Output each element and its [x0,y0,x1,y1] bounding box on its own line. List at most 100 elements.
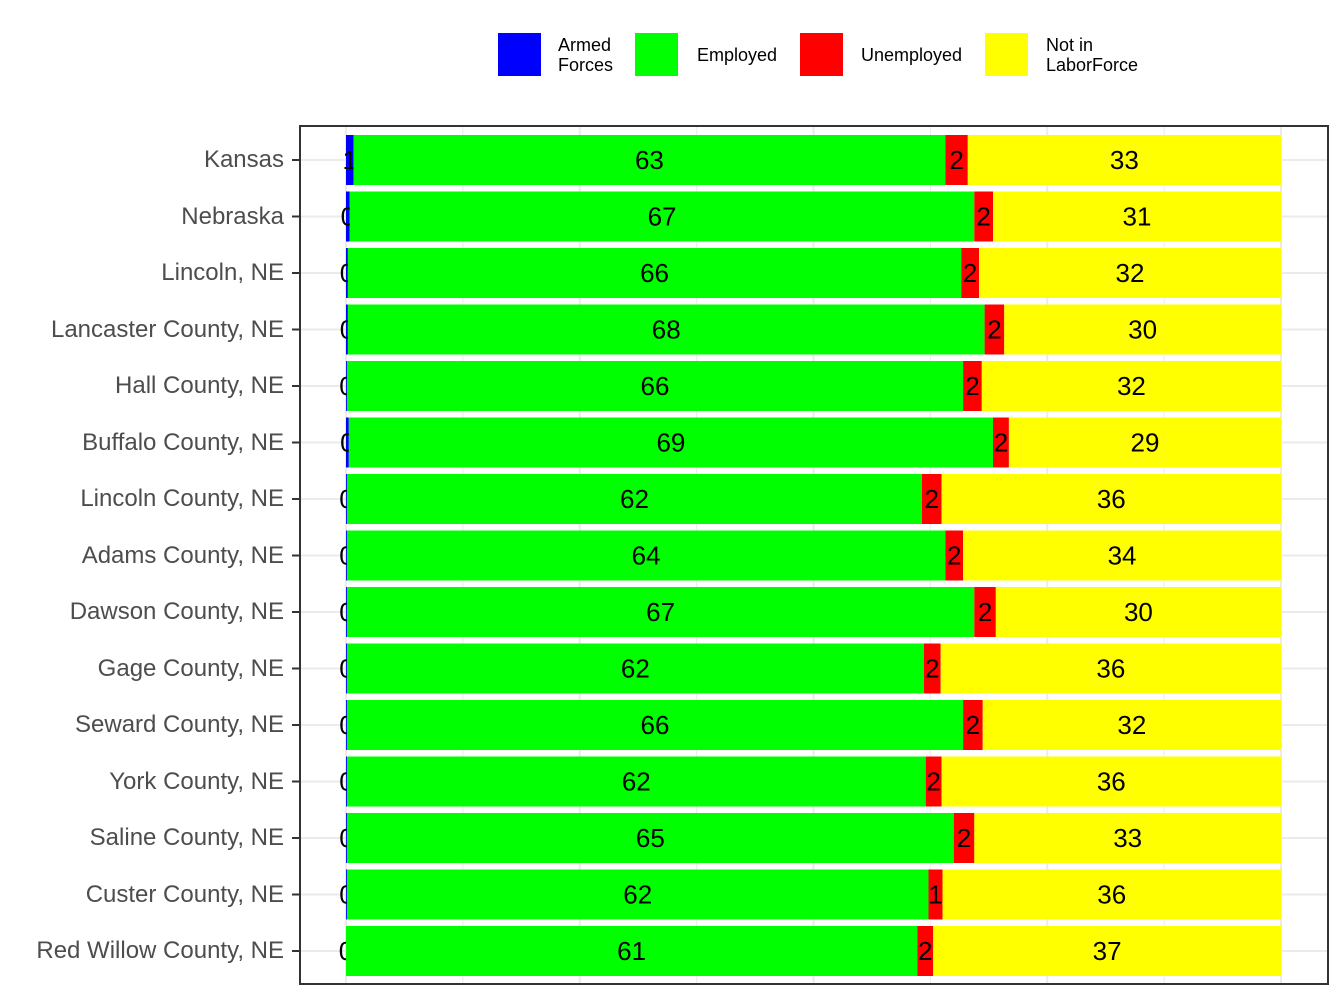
data-label: 2 [963,258,977,288]
bar-segment-unemployed [984,304,1005,355]
bar-segment-not-in-laborforce [967,135,1281,185]
legend-label-not-in-laborforce: Not in LaborForce [1046,35,1139,75]
data-label: 36 [1096,654,1125,684]
data-label: 2 [976,202,990,232]
data-label: 2 [926,767,940,797]
y-tick-label: Lancaster County, NE [50,315,284,343]
bar-segment-employed [346,474,922,524]
bar-segment-unemployed [963,361,982,411]
data-label: 2 [925,484,939,514]
bar-segment-armed-forces [346,587,347,637]
y-tick-label: Seward County, NE [75,711,284,738]
bar-segment-employed [346,643,924,694]
data-label: 62 [622,767,651,797]
data-label: 2 [957,823,971,853]
bar-segment-not-in-laborforce [978,248,1281,298]
bar-segment-employed [346,700,964,750]
y-tick-label: Red Willow County, NE [36,937,284,964]
data-label: 61 [617,936,646,966]
bar-segment-unemployed [953,813,975,863]
data-label: 2 [987,315,1001,345]
bar-segment-employed [347,304,985,355]
bar-segment-armed-forces [346,135,354,185]
bar-segment-not-in-laborforce [982,700,1281,750]
y-tick-label: Adams County, NE [81,541,284,569]
data-label: 2 [978,597,992,627]
data-label: 2 [947,541,961,571]
legend-label-unemployed: Unemployed [861,45,963,65]
bar-segment-unemployed [923,643,941,694]
data-label: 1 [343,145,357,175]
bar-segment-employed [348,417,994,468]
bar-segment-employed [353,135,946,185]
data-label: 37 [1093,936,1122,966]
data-label: 2 [994,428,1008,458]
data-label: 32 [1117,710,1146,740]
data-label: 65 [636,823,665,853]
bar-segment-armed-forces [346,417,349,468]
bar-segment-armed-forces [346,248,348,298]
bar-segment-armed-forces [346,474,347,524]
data-label: 62 [620,484,649,514]
data-label: 30 [1124,597,1153,627]
data-label: 2 [966,710,980,740]
bar-segment-not-in-laborforce [981,361,1281,411]
bar-segment-unemployed [963,700,983,750]
bar-segment-armed-forces [346,813,347,863]
bar-segment-unemployed [925,756,942,807]
y-tick-label: Dawson County, NE [69,598,284,625]
y-tick-label: Hall County, NE [115,372,284,399]
bar-segment-unemployed [993,417,1009,468]
data-label: 66 [641,710,670,740]
bar-segment-armed-forces [346,700,347,750]
bar-segment-armed-forces [346,756,347,807]
legend-label-armed-forces: Armed Forces [558,35,614,75]
bar-segment-unemployed [974,191,994,242]
bar-segment-not-in-laborforce [993,191,1281,242]
bar-segment-unemployed [961,248,979,298]
bar-segment-employed [346,361,964,411]
data-label: 2 [918,936,932,966]
bar-segment-unemployed [928,869,943,920]
data-label: 66 [640,258,669,288]
bar-segment-armed-forces [346,304,348,355]
data-label: 62 [621,654,650,684]
data-label: 67 [648,202,677,232]
data-label: 62 [623,880,652,910]
bar-segment-not-in-laborforce [941,756,1281,807]
data-label: 68 [652,315,681,345]
bar-segment-employed [346,530,946,581]
data-label: 36 [1097,484,1126,514]
bar-segment-employed [349,191,975,242]
bar-segment-unemployed [921,474,942,524]
bar-segment-employed [346,926,918,976]
y-tick-label: Custer County, NE [85,880,284,908]
data-label: 29 [1130,428,1159,458]
legend-swatch-unemployed [800,33,843,76]
data-label: 67 [646,597,675,627]
data-label: 36 [1097,880,1126,910]
bar-segment-not-in-laborforce [974,813,1281,863]
bar-segment-employed [346,813,954,863]
data-label: 69 [656,428,685,458]
y-tick-label: York County, NE [109,767,284,795]
bar-segment-not-in-laborforce [1008,417,1281,468]
data-label: 30 [1128,315,1157,345]
data-label: 34 [1108,541,1137,571]
data-label: 31 [1123,202,1152,232]
bar-segment-unemployed [945,530,964,581]
legend-label-employed: Employed [697,45,778,65]
y-tick-label: Buffalo County, NE [82,428,284,456]
bar-segment-employed [347,248,962,298]
bar-segment-armed-forces [346,191,350,242]
data-label: 2 [949,145,963,175]
bar-segment-not-in-laborforce [995,587,1281,637]
bar-segment-armed-forces [346,643,347,694]
y-tick-label: Kansas [203,146,284,173]
y-tick-label: Saline County, NE [89,824,284,851]
data-label: 63 [635,145,664,175]
data-label: 32 [1117,371,1146,401]
bar-segment-armed-forces [346,869,347,920]
bar-segment-not-in-laborforce [941,474,1281,524]
y-tick-label: Lincoln, NE [161,259,284,286]
